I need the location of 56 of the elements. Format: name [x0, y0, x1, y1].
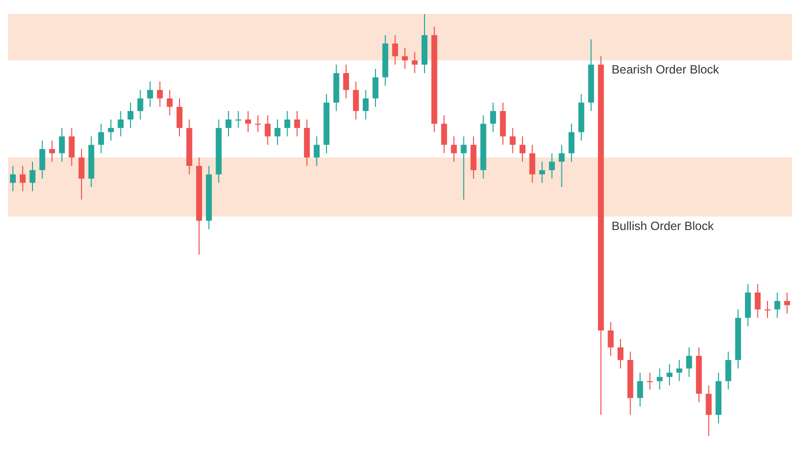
candlestick — [108, 119, 114, 142]
candlestick — [450, 136, 457, 162]
candlestick — [646, 372, 653, 390]
candlestick — [226, 110, 232, 137]
candlestick — [294, 110, 300, 137]
candlestick — [254, 114, 261, 133]
candlestick — [618, 338, 624, 369]
candlestick — [392, 34, 398, 66]
candlestick — [352, 81, 359, 120]
candlestick — [284, 110, 290, 137]
candlestick — [774, 292, 780, 318]
candlestick — [78, 148, 84, 200]
candlestick — [39, 140, 46, 180]
candlestick — [754, 284, 761, 318]
candlestick — [274, 119, 280, 146]
candlestick — [245, 110, 252, 133]
candlestick — [118, 110, 124, 137]
candlestick — [156, 81, 163, 108]
candlestick — [147, 81, 154, 108]
candlestick — [520, 136, 526, 162]
candlestick — [30, 161, 36, 192]
candlestick — [706, 384, 712, 436]
candlestick — [548, 152, 555, 180]
candlestick — [264, 114, 271, 146]
candlestick — [20, 165, 26, 192]
candlestick — [176, 98, 182, 137]
candlestick — [137, 89, 144, 120]
candlestick — [637, 372, 644, 407]
candlestick — [128, 102, 134, 128]
candlestick — [539, 161, 546, 184]
candlestick — [314, 136, 320, 166]
band-label: Bearish Order Block — [612, 62, 720, 77]
candlestick — [686, 346, 692, 378]
candlestick — [98, 123, 104, 154]
candlestick — [402, 47, 408, 70]
candlestick — [372, 68, 378, 108]
candlestick — [460, 136, 467, 200]
candlestick — [235, 110, 242, 128]
candlestick — [764, 300, 770, 318]
candlestick — [490, 102, 496, 133]
candlestick — [529, 144, 536, 184]
candlestick — [10, 165, 16, 192]
candlestick — [166, 89, 173, 116]
candlestick — [58, 127, 65, 162]
candlestick — [510, 127, 516, 154]
candlestick — [666, 364, 672, 386]
candlestick — [568, 123, 574, 162]
candlestick — [608, 322, 614, 356]
candlestick — [441, 114, 448, 154]
band-label: Bullish Order Block — [612, 218, 715, 233]
candlestick — [784, 292, 790, 314]
candlestick — [68, 127, 75, 166]
candlestick — [362, 89, 369, 120]
candlestick — [725, 351, 732, 390]
candlestick — [49, 140, 56, 162]
candlestick — [343, 64, 350, 99]
